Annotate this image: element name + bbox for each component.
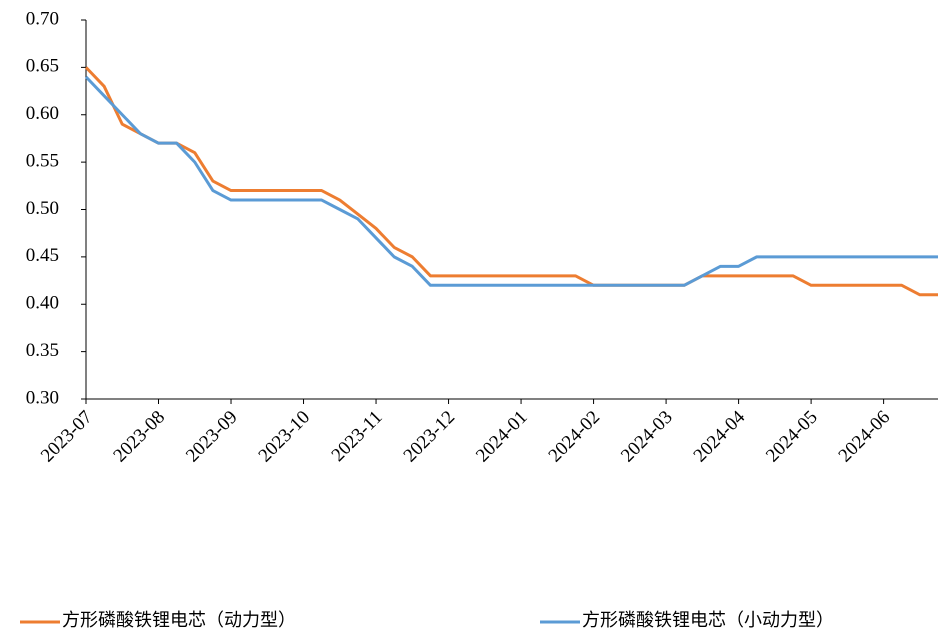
y-tick-label: 0.70 bbox=[26, 8, 59, 29]
y-tick-label: 0.65 bbox=[26, 56, 59, 77]
y-tick-label: 0.55 bbox=[26, 150, 59, 171]
legend-label: 方形磷酸铁锂电芯（动力型） bbox=[62, 610, 296, 630]
x-tick-label: 2023-10 bbox=[255, 407, 315, 467]
legend-label: 方形磷酸铁锂电芯（小动力型） bbox=[582, 610, 834, 630]
y-tick-label: 0.45 bbox=[26, 245, 59, 266]
series-line bbox=[84, 75, 938, 287]
x-tick-label: 2024-03 bbox=[617, 407, 677, 467]
x-tick-label: 2024-06 bbox=[835, 407, 895, 467]
y-tick-label: 0.40 bbox=[26, 293, 59, 314]
x-tick-label: 2023-07 bbox=[37, 407, 97, 467]
x-tick-label: 2024-05 bbox=[762, 407, 822, 467]
x-tick-label: 2024-01 bbox=[472, 407, 532, 467]
series-line bbox=[84, 66, 938, 297]
y-tick-label: 0.35 bbox=[26, 340, 59, 361]
y-tick-label: 0.30 bbox=[26, 387, 59, 408]
x-tick-label: 2023-12 bbox=[400, 407, 460, 467]
y-tick-label: 0.60 bbox=[26, 103, 59, 124]
y-tick-label: 0.50 bbox=[26, 198, 59, 219]
x-tick-label: 2024-02 bbox=[545, 407, 605, 467]
x-tick-label: 2023-11 bbox=[328, 407, 387, 466]
x-tick-label: 2023-09 bbox=[182, 407, 242, 467]
x-tick-label: 2023-08 bbox=[109, 407, 169, 467]
x-tick-label: 2024-04 bbox=[690, 406, 750, 466]
